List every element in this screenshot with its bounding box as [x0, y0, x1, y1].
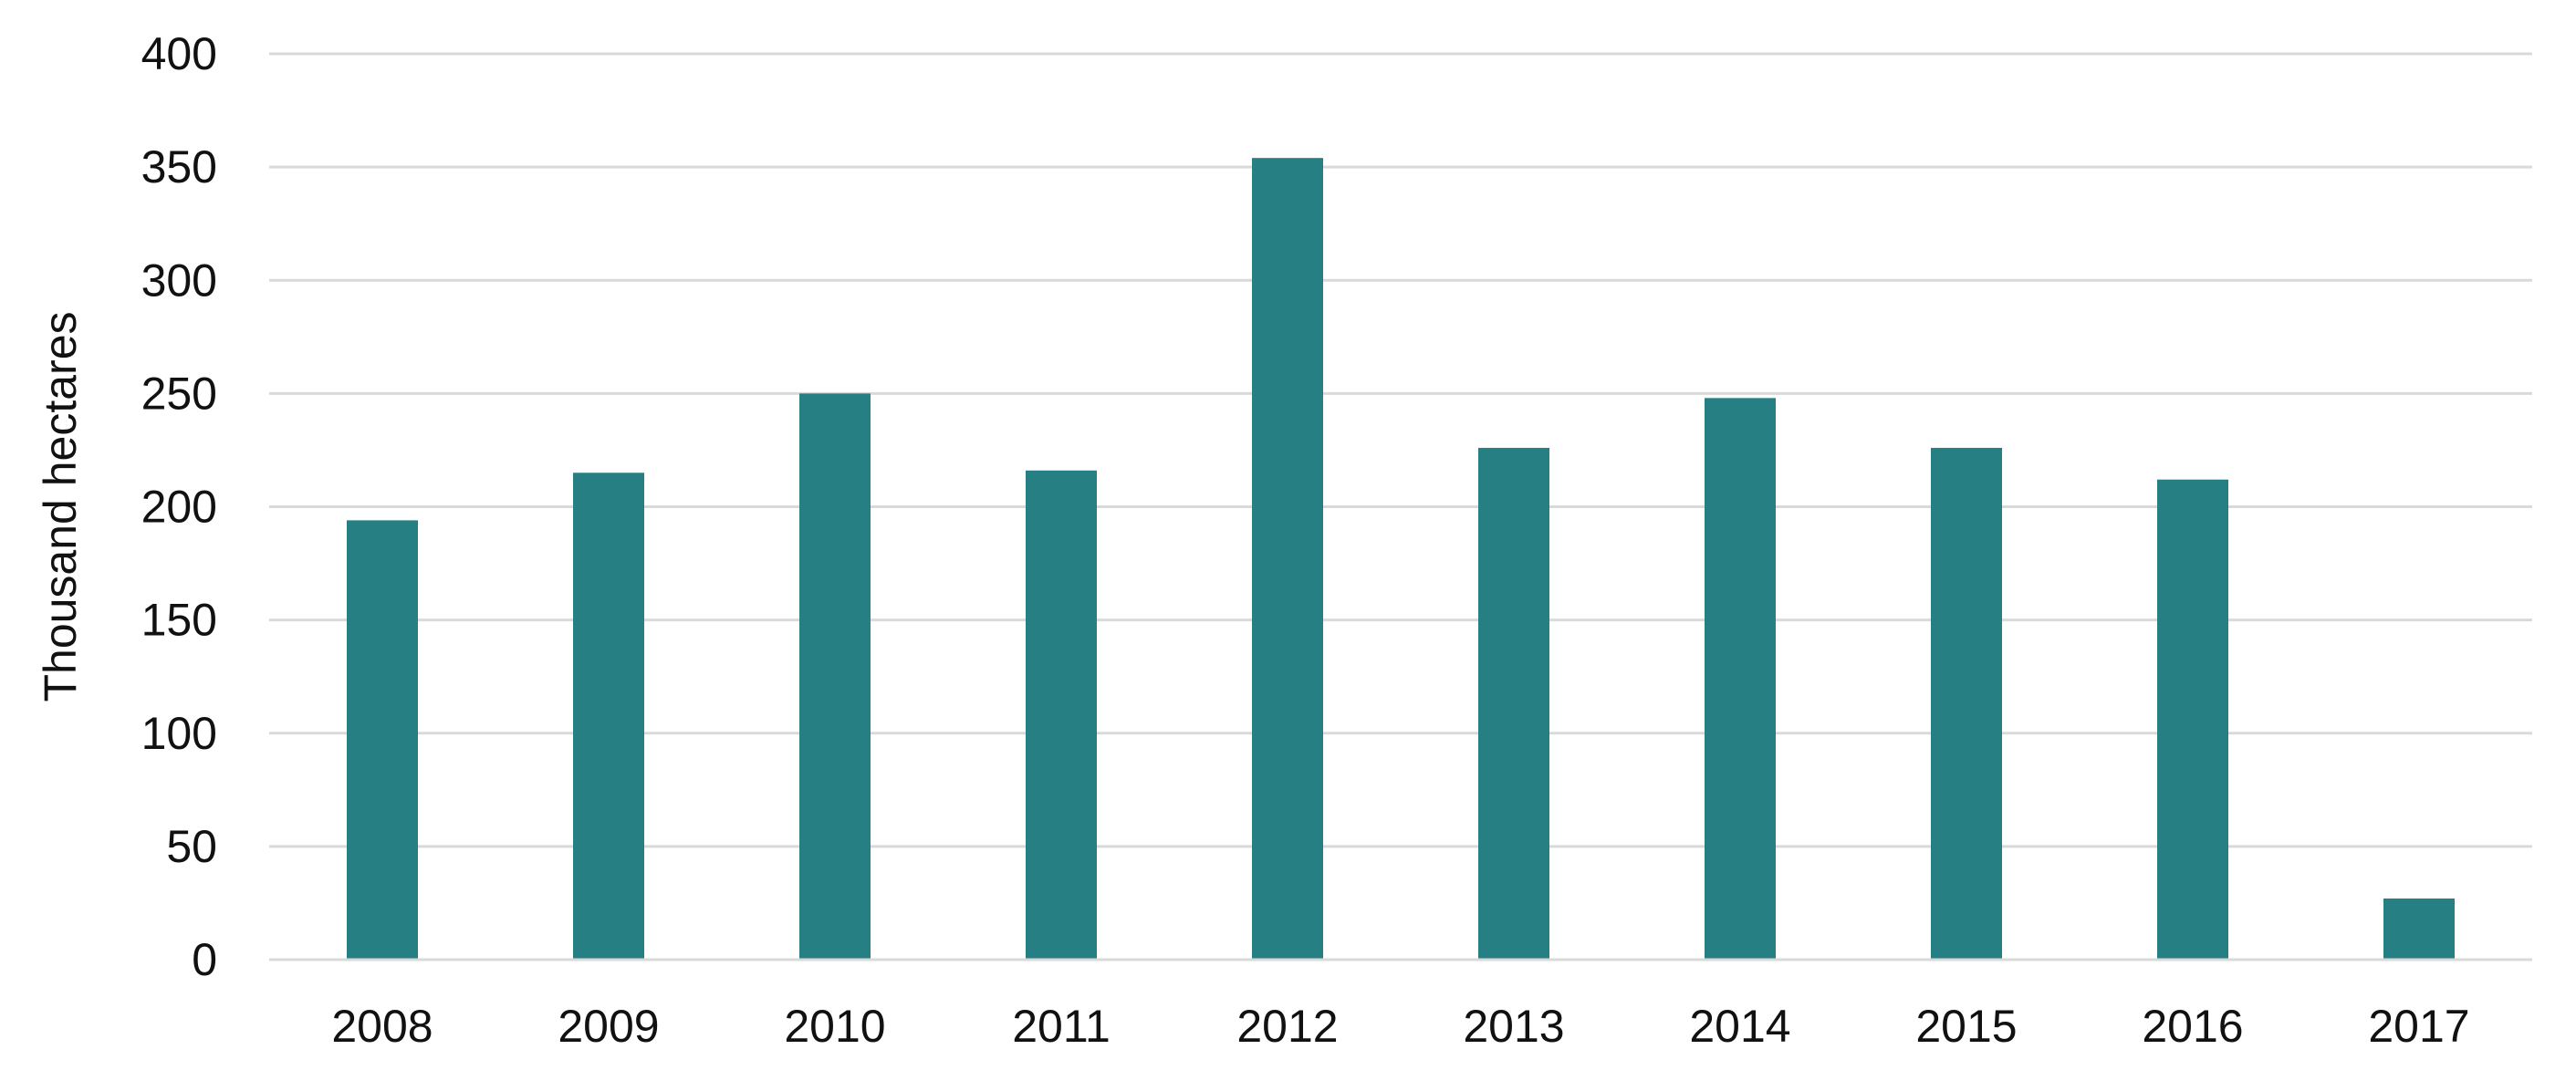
- y-tick-label: 350: [141, 141, 217, 192]
- bar-2016: [2157, 479, 2228, 960]
- bar-2009: [573, 473, 644, 960]
- y-tick-label: 100: [141, 708, 217, 759]
- bar-2015: [1931, 447, 2002, 961]
- x-tick-label: 2011: [1012, 1001, 1111, 1052]
- y-tick-label: 400: [141, 28, 217, 79]
- x-tick-label: 2008: [331, 1001, 433, 1052]
- bar-2012: [1252, 158, 1323, 960]
- bar-2011: [1026, 470, 1097, 960]
- x-tick-label: 2015: [1915, 1001, 2017, 1052]
- y-tick-label: 50: [166, 821, 217, 872]
- x-axis-tick-labels: 2008 2009 2010 2011 2012 2013 2014 2015 2016 2017: [331, 1001, 2469, 1052]
- bar-2017: [2383, 898, 2455, 960]
- bar-2013: [1478, 447, 1549, 961]
- y-axis-tick-labels: 0 50 100 150 200 250 300 350 400: [141, 28, 217, 985]
- bar-2010: [799, 393, 871, 960]
- x-tick-label: 2016: [2142, 1001, 2243, 1052]
- bar-2008: [347, 520, 418, 960]
- x-tick-label: 2017: [2368, 1001, 2469, 1052]
- y-tick-label: 250: [141, 368, 217, 419]
- y-tick-label: 0: [192, 934, 217, 985]
- grid-lines: [269, 52, 2532, 848]
- y-tick-label: 200: [141, 482, 217, 533]
- x-tick-label: 2010: [784, 1001, 885, 1052]
- y-tick-label: 150: [141, 595, 217, 646]
- x-tick-label: 2009: [558, 1001, 659, 1052]
- bar-2014: [1705, 398, 1776, 961]
- x-tick-label: 2014: [1689, 1001, 1790, 1052]
- x-tick-label: 2012: [1236, 1001, 1338, 1052]
- x-tick-label: 2013: [1463, 1001, 1564, 1052]
- y-tick-label: 300: [141, 255, 217, 306]
- bars: [347, 158, 2455, 961]
- y-axis-title: Thousand hectares: [35, 311, 86, 701]
